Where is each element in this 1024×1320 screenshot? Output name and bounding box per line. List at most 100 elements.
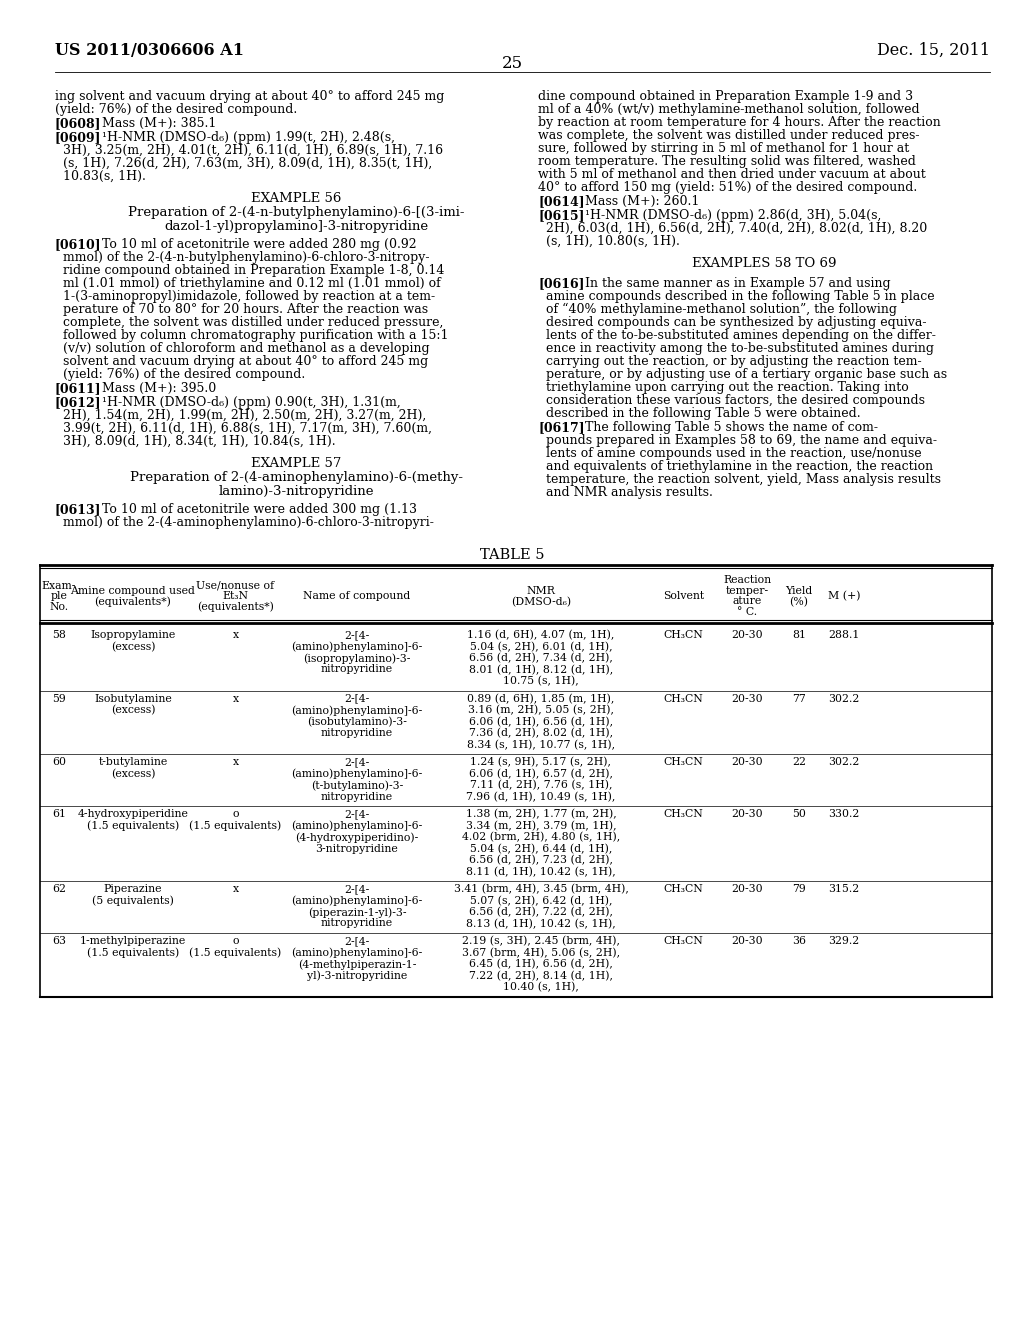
Text: x: x <box>232 630 239 640</box>
Text: 4-hydroxypiperidine: 4-hydroxypiperidine <box>78 809 188 818</box>
Text: Dec. 15, 2011: Dec. 15, 2011 <box>877 42 990 59</box>
Text: nitropyridine: nitropyridine <box>321 792 393 801</box>
Text: (s, 1H), 10.80(s, 1H).: (s, 1H), 10.80(s, 1H). <box>546 235 680 248</box>
Text: (4-methylpiperazin-1-: (4-methylpiperazin-1- <box>298 960 416 970</box>
Text: 20-30: 20-30 <box>731 809 763 818</box>
Text: 36: 36 <box>792 936 806 946</box>
Text: 7.22 (d, 2H), 8.14 (d, 1H),: 7.22 (d, 2H), 8.14 (d, 1H), <box>469 970 613 981</box>
Text: 6.06 (d, 1H), 6.57 (d, 2H),: 6.06 (d, 1H), 6.57 (d, 2H), <box>469 768 613 779</box>
Text: 10.75 (s, 1H),: 10.75 (s, 1H), <box>503 676 579 686</box>
Text: [0616]: [0616] <box>538 277 585 290</box>
Text: 59: 59 <box>52 693 66 704</box>
Text: (amino)phenylamino]-6-: (amino)phenylamino]-6- <box>292 705 423 715</box>
Text: 8.01 (d, 1H), 8.12 (d, 1H),: 8.01 (d, 1H), 8.12 (d, 1H), <box>469 664 613 675</box>
Text: (1.5 equivalents): (1.5 equivalents) <box>189 948 282 958</box>
Text: 25: 25 <box>502 55 522 73</box>
Text: 288.1: 288.1 <box>828 630 860 640</box>
Text: (DMSO-d₆): (DMSO-d₆) <box>511 597 571 607</box>
Text: [0613]: [0613] <box>55 503 101 516</box>
Text: Preparation of 2-(4-aminophenylamino)-6-(methy-: Preparation of 2-(4-aminophenylamino)-6-… <box>130 471 463 484</box>
Text: US 2011/0306606 A1: US 2011/0306606 A1 <box>55 42 244 59</box>
Text: by reaction at room temperature for 4 hours. After the reaction: by reaction at room temperature for 4 ho… <box>538 116 941 129</box>
Text: temperature, the reaction solvent, yield, Mass analysis results: temperature, the reaction solvent, yield… <box>546 473 941 486</box>
Text: [0610]: [0610] <box>55 238 101 251</box>
Text: (excess): (excess) <box>111 705 156 715</box>
Text: 5.07 (s, 2H), 6.42 (d, 1H),: 5.07 (s, 2H), 6.42 (d, 1H), <box>470 895 612 906</box>
Text: 302.2: 302.2 <box>828 693 860 704</box>
Text: (excess): (excess) <box>111 642 156 652</box>
Text: x: x <box>232 756 239 767</box>
Text: 3.67 (brm, 4H), 5.06 (s, 2H),: 3.67 (brm, 4H), 5.06 (s, 2H), <box>462 948 621 958</box>
Text: 20-30: 20-30 <box>731 936 763 946</box>
Text: CH₃CN: CH₃CN <box>664 693 703 704</box>
Text: ¹H-NMR (DMSO-d₆) (ppm) 2.86(d, 3H), 5.04(s,: ¹H-NMR (DMSO-d₆) (ppm) 2.86(d, 3H), 5.04… <box>573 209 882 222</box>
Text: [0617]: [0617] <box>538 421 585 434</box>
Text: sure, followed by stirring in 5 ml of methanol for 1 hour at: sure, followed by stirring in 5 ml of me… <box>538 143 909 154</box>
Text: [0608]: [0608] <box>55 117 101 129</box>
Text: 20-30: 20-30 <box>731 884 763 894</box>
Text: Et₃N: Et₃N <box>222 591 249 601</box>
Text: lents of the to-be-substituted amines depending on the differ-: lents of the to-be-substituted amines de… <box>546 329 936 342</box>
Text: solvent and vacuum drying at about 40° to afford 245 mg: solvent and vacuum drying at about 40° t… <box>63 355 428 368</box>
Text: perature, or by adjusting use of a tertiary organic base such as: perature, or by adjusting use of a terti… <box>546 368 947 381</box>
Text: 2-[4-: 2-[4- <box>344 630 370 640</box>
Text: 1-(3-aminopropyl)imidazole, followed by reaction at a tem-: 1-(3-aminopropyl)imidazole, followed by … <box>63 290 435 304</box>
Text: complete, the solvent was distilled under reduced pressure,: complete, the solvent was distilled unde… <box>63 315 443 329</box>
Text: [0612]: [0612] <box>55 396 101 409</box>
Text: nitropyridine: nitropyridine <box>321 919 393 928</box>
Text: Preparation of 2-(4-n-butylphenylamino)-6-[(3-imi-: Preparation of 2-(4-n-butylphenylamino)-… <box>128 206 465 219</box>
Text: (1.5 equivalents): (1.5 equivalents) <box>87 821 179 832</box>
Text: 302.2: 302.2 <box>828 756 860 767</box>
Text: (yield: 76%) of the desired compound.: (yield: 76%) of the desired compound. <box>63 368 305 381</box>
Text: 3-nitropyridine: 3-nitropyridine <box>315 843 398 854</box>
Text: (isopropylamino)-3-: (isopropylamino)-3- <box>303 653 411 664</box>
Text: o: o <box>232 809 239 818</box>
Text: 315.2: 315.2 <box>828 884 859 894</box>
Text: 3H), 3.25(m, 2H), 4.01(t, 2H), 6.11(d, 1H), 6.89(s, 1H), 7.16: 3H), 3.25(m, 2H), 4.01(t, 2H), 6.11(d, 1… <box>63 144 443 157</box>
Text: temper-: temper- <box>725 586 769 595</box>
Text: [0614]: [0614] <box>538 195 585 209</box>
Text: 3.99(t, 2H), 6.11(d, 1H), 6.88(s, 1H), 7.17(m, 3H), 7.60(m,: 3.99(t, 2H), 6.11(d, 1H), 6.88(s, 1H), 7… <box>63 422 432 436</box>
Text: Piperazine: Piperazine <box>103 884 162 894</box>
Text: 1-methylpiperazine: 1-methylpiperazine <box>80 936 186 946</box>
Text: TABLE 5: TABLE 5 <box>480 548 544 562</box>
Text: Solvent: Solvent <box>663 591 705 601</box>
Text: amine compounds described in the following Table 5 in place: amine compounds described in the followi… <box>546 290 935 304</box>
Text: 10.83(s, 1H).: 10.83(s, 1H). <box>63 170 145 183</box>
Text: 7.11 (d, 2H), 7.76 (s, 1H),: 7.11 (d, 2H), 7.76 (s, 1H), <box>470 780 612 791</box>
Text: yl)-3-nitropyridine: yl)-3-nitropyridine <box>307 970 408 981</box>
Text: 6.56 (d, 2H), 7.22 (d, 2H),: 6.56 (d, 2H), 7.22 (d, 2H), <box>469 907 613 917</box>
Text: 2.19 (s, 3H), 2.45 (brm, 4H),: 2.19 (s, 3H), 2.45 (brm, 4H), <box>462 936 620 946</box>
Text: carrying out the reaction, or by adjusting the reaction tem-: carrying out the reaction, or by adjusti… <box>546 355 922 368</box>
Text: (5 equivalents): (5 equivalents) <box>92 895 174 906</box>
Text: 0.89 (d, 6H), 1.85 (m, 1H),: 0.89 (d, 6H), 1.85 (m, 1H), <box>467 693 614 704</box>
Text: dine compound obtained in Preparation Example 1-9 and 3: dine compound obtained in Preparation Ex… <box>538 90 913 103</box>
Text: 81: 81 <box>792 630 806 640</box>
Text: 6.56 (d, 2H), 7.23 (d, 2H),: 6.56 (d, 2H), 7.23 (d, 2H), <box>469 855 613 866</box>
Text: (t-butylamino)-3-: (t-butylamino)-3- <box>311 780 403 791</box>
Text: 6.45 (d, 1H), 6.56 (d, 2H),: 6.45 (d, 1H), 6.56 (d, 2H), <box>469 960 613 969</box>
Text: In the same manner as in Example 57 and using: In the same manner as in Example 57 and … <box>573 277 891 290</box>
Text: (isobutylamino)-3-: (isobutylamino)-3- <box>307 717 407 727</box>
Text: [0615]: [0615] <box>538 209 585 222</box>
Text: ature: ature <box>732 597 762 606</box>
Text: dazol-1-yl)propylamino]-3-nitropyridine: dazol-1-yl)propylamino]-3-nitropyridine <box>165 220 429 234</box>
Text: (amino)phenylamino]-6-: (amino)phenylamino]-6- <box>292 642 423 652</box>
Text: Reaction: Reaction <box>723 576 771 586</box>
Text: 77: 77 <box>793 693 806 704</box>
Text: 3H), 8.09(d, 1H), 8.34(t, 1H), 10.84(s, 1H).: 3H), 8.09(d, 1H), 8.34(t, 1H), 10.84(s, … <box>63 436 336 447</box>
Text: x: x <box>232 693 239 704</box>
Text: M (+): M (+) <box>827 591 860 602</box>
Text: (yield: 76%) of the desired compound.: (yield: 76%) of the desired compound. <box>55 103 297 116</box>
Text: 3.41 (brm, 4H), 3.45 (brm, 4H),: 3.41 (brm, 4H), 3.45 (brm, 4H), <box>454 884 629 895</box>
Text: CH₃CN: CH₃CN <box>664 756 703 767</box>
Text: described in the following Table 5 were obtained.: described in the following Table 5 were … <box>546 407 860 420</box>
Text: 7.36 (d, 2H), 8.02 (d, 1H),: 7.36 (d, 2H), 8.02 (d, 1H), <box>469 729 613 738</box>
Text: 2H), 6.03(d, 1H), 6.56(d, 2H), 7.40(d, 2H), 8.02(d, 1H), 8.20: 2H), 6.03(d, 1H), 6.56(d, 2H), 7.40(d, 2… <box>546 222 928 235</box>
Text: nitropyridine: nitropyridine <box>321 664 393 675</box>
Text: 22: 22 <box>792 756 806 767</box>
Text: followed by column chromatography purification with a 15:1: followed by column chromatography purifi… <box>63 329 449 342</box>
Text: (equivalents*): (equivalents*) <box>94 597 171 607</box>
Text: (4-hydroxypiperidino)-: (4-hydroxypiperidino)- <box>295 832 419 842</box>
Text: ml (1.01 mmol) of triethylamine and 0.12 ml (1.01 mmol) of: ml (1.01 mmol) of triethylamine and 0.12… <box>63 277 440 290</box>
